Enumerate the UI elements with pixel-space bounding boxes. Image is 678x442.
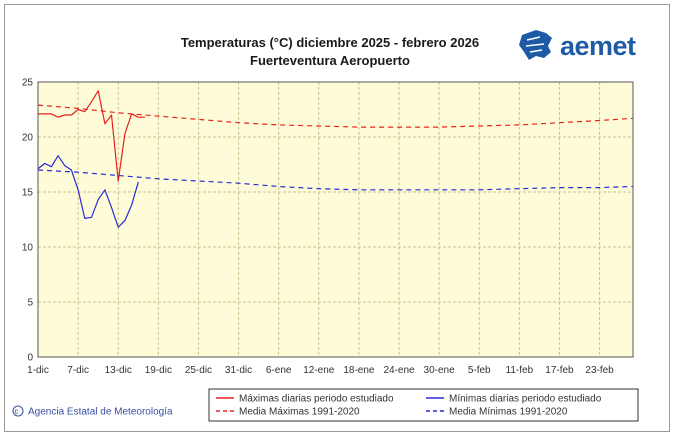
y-tick-label: 5 (27, 298, 33, 309)
x-axis-ticks: 1-dic 7-dic 13-dic 19-dic 25-dic 31-dic 6-ene 1… (27, 365, 614, 376)
plot-border (37, 81, 634, 358)
credit: c Agencia Estatal de Meteorología (12, 405, 173, 418)
chart-subtitle: Fuerteventura Aeropuerto (250, 53, 410, 68)
series-lines (37, 90, 634, 228)
y-tick-label: 20 (22, 133, 34, 144)
x-tick-label: 30-ene (424, 365, 456, 376)
y-tick-label: 25 (22, 78, 34, 89)
x-tick-label: 17-feb (545, 365, 574, 376)
series-line-2 (37, 155, 139, 228)
x-tick-label: 5-feb (468, 365, 491, 376)
legend-box (208, 388, 639, 422)
series-line-3 (37, 169, 634, 191)
y-tick-label: 10 (22, 243, 34, 254)
copyright-c-icon: c (15, 407, 19, 416)
x-tick-label: 13-dic (105, 365, 132, 376)
x-tick-label: 6-ene (266, 365, 292, 376)
chart-title: Temperaturas (°C) diciembre 2025 - febre… (181, 35, 479, 50)
x-tick-label: 24-ene (383, 365, 415, 376)
x-tick-label: 31-dic (225, 365, 252, 376)
x-tick-label: 1-dic (27, 365, 49, 376)
legend: Máximas diarias periodo estudiado Mínima… (208, 388, 639, 422)
aemet-logo-text: aemet (560, 31, 636, 61)
legend-label-min-daily: Mínimas diarias periodo estudiado (449, 394, 602, 405)
legend-label-max-normal: Media Máximas 1991-2020 (239, 407, 360, 418)
y-tick-label: 0 (27, 353, 33, 364)
credit-text: Agencia Estatal de Meteorología (28, 407, 173, 418)
legend-label-max-daily: Máximas diarias periodo estudiado (239, 394, 394, 405)
plot-area (37, 81, 634, 358)
x-tick-label: 11-feb (506, 365, 534, 376)
x-tick-label: 18-ene (343, 365, 375, 376)
series-line-1 (37, 104, 634, 128)
y-axis-ticks: 0 5 10 15 20 25 (22, 78, 34, 364)
y-tick-label: 15 (22, 188, 34, 199)
x-tick-label: 23-feb (585, 365, 614, 376)
grid-lines (38, 82, 633, 357)
x-tick-label: 7-dic (67, 365, 89, 376)
x-tick-label: 25-dic (185, 365, 212, 376)
copyright-circle-icon (12, 405, 24, 417)
legend-label-min-normal: Media Mínimas 1991-2020 (449, 407, 568, 418)
x-tick-label: 19-dic (145, 365, 172, 376)
aemet-logo: aemet (519, 30, 637, 61)
x-tick-label: 12-ene (303, 365, 335, 376)
series-line-0 (38, 90, 145, 182)
aemet-logo-mark-icon (519, 30, 552, 60)
